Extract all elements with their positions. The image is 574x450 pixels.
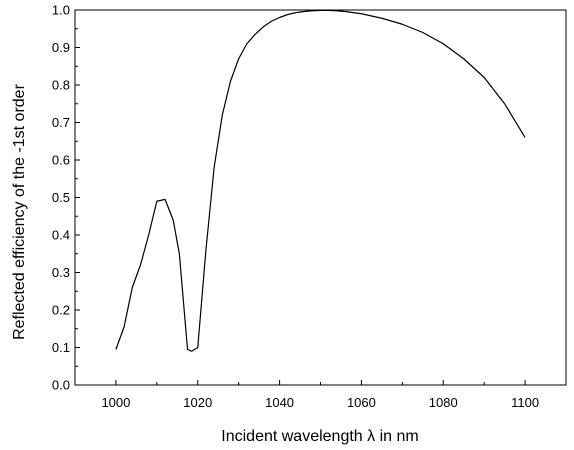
y-tick-label: 0.4 xyxy=(52,228,70,243)
y-tick-label: 0.8 xyxy=(52,78,70,93)
x-tick-label: 1020 xyxy=(183,395,212,410)
series-layer xyxy=(115,9,526,352)
efficiency-line xyxy=(115,9,526,352)
y-tick-label: 0.3 xyxy=(52,265,70,280)
y-axis-ticks: 0.0 0.1 0.2 0.3 0.4 0.5 0.6 0.7 0.8 0.9 1.0 xyxy=(52,3,80,393)
x-tick-label: 1000 xyxy=(101,395,130,410)
y-tick-label: 0.6 xyxy=(52,153,70,168)
plot-frame xyxy=(74,9,567,386)
x-tick-label: 1080 xyxy=(429,395,458,410)
y-tick-label: 1.0 xyxy=(52,3,70,18)
x-tick-label: 1060 xyxy=(347,395,376,410)
x-tick-label: 1040 xyxy=(265,395,294,410)
y-axis-title: Reflected efficiency of the -1st order xyxy=(11,83,28,340)
y-tick-label: 0.5 xyxy=(52,190,70,205)
x-tick-label: 1100 xyxy=(511,395,539,410)
y-tick-label: 0.9 xyxy=(52,40,70,55)
y-tick-label: 0.7 xyxy=(52,115,70,130)
x-axis-ticks: 1000 1020 1040 1060 1080 1100 xyxy=(74,380,567,410)
x-axis-title: Incident wavelength λ in nm xyxy=(221,428,418,445)
plot-border xyxy=(74,9,567,386)
y-tick-label: 0.1 xyxy=(52,340,70,355)
y-tick-label: 0.0 xyxy=(52,378,70,393)
y-tick-label: 0.2 xyxy=(52,303,70,318)
